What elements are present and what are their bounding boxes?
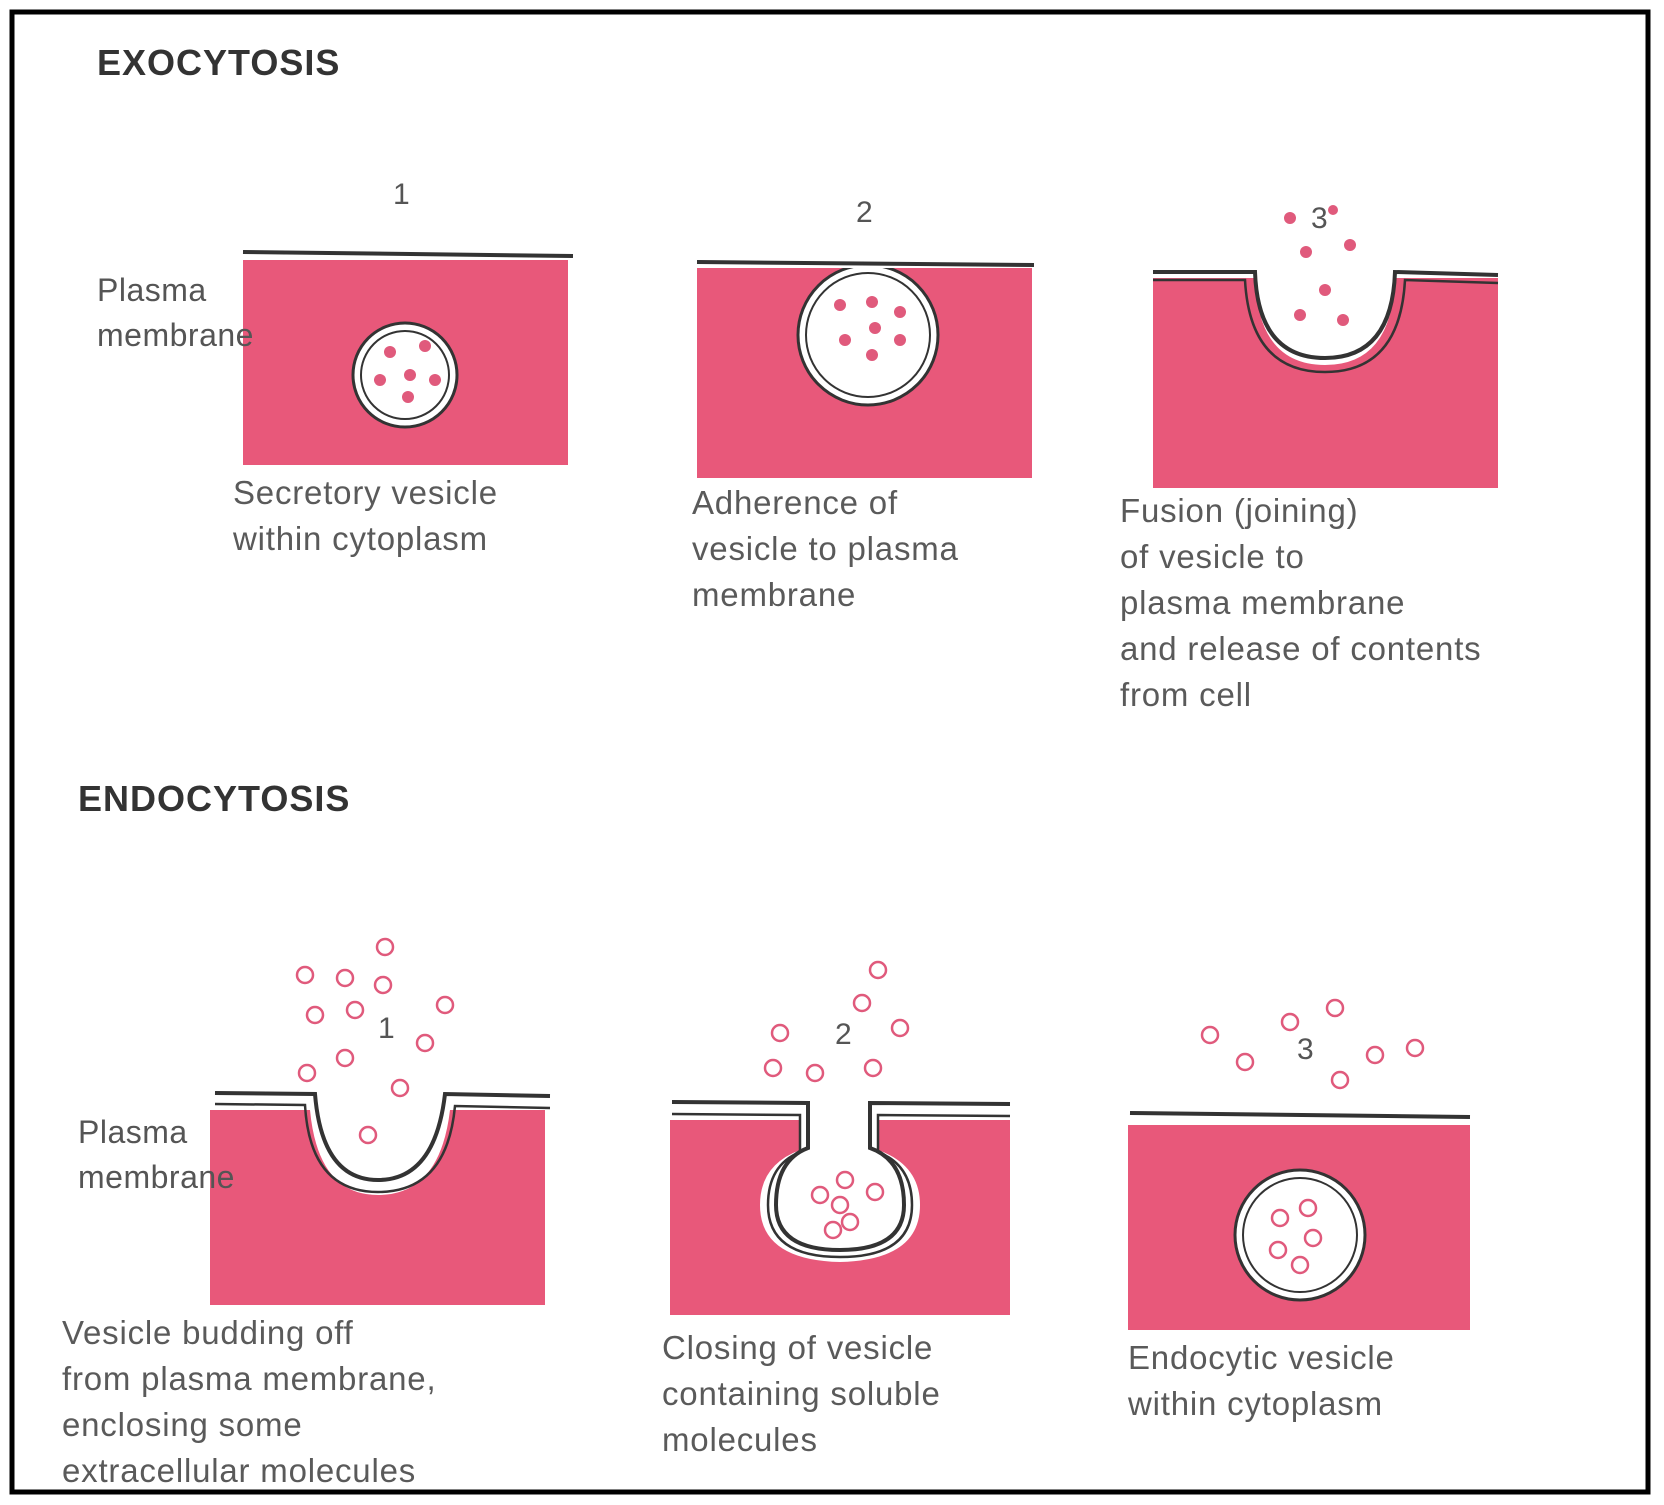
plasma-membrane-line: [242, 250, 574, 258]
cytoplasm-block: [670, 1120, 1010, 1315]
vesicle-membrane: [1242, 1177, 1358, 1293]
plasma-membrane-line: [1153, 269, 1499, 361]
exocytosis-step-1-caption: Secretory vesicle within cytoplasm: [233, 474, 498, 557]
vesicle-contents: [834, 296, 906, 361]
exocytosis-step-1-number: 1: [393, 178, 410, 211]
extracellular-molecules: [1200, 998, 1425, 1090]
budding-membrane: [214, 1102, 551, 1194]
endocytosis-step-2-diagram: [670, 960, 1011, 1315]
endocytosis-step-1-caption: Vesicle budding off from plasma membrane…: [62, 1314, 437, 1489]
plasma-membrane-line: [214, 1091, 551, 1183]
exocytosis-step-2-number: 2: [856, 196, 873, 229]
endocytosis-step-2-caption: Closing of vesicle containing soluble mo…: [662, 1329, 941, 1458]
fused-vesicle-membrane: [1153, 278, 1499, 374]
endocytosis-step-1-number: 1: [378, 1012, 395, 1045]
vesicle-contents: [374, 340, 441, 403]
cytoplasm-block: [1153, 278, 1498, 488]
exocytosis-step-3-caption: Fusion (joining) of vesicle to plasma me…: [1120, 492, 1482, 713]
endocytosis-plasma-membrane-label: Plasma membrane: [78, 1114, 235, 1195]
exocytosis-step-2-caption: Adherence of vesicle to plasma membrane: [692, 484, 959, 613]
endocytosis-step-1-diagram: [210, 937, 551, 1305]
vesicle-membrane: [805, 272, 931, 398]
cytoplasm-block: [210, 1110, 545, 1305]
exocytosis-step-3-number: 3: [1311, 202, 1328, 235]
endocytosis-step-3-caption: Endocytic vesicle within cytoplasm: [1128, 1339, 1395, 1422]
exocytosis-step-3-diagram: [1153, 205, 1499, 488]
plasma-membrane-line: [671, 1100, 1011, 1253]
exocytosis-step-1-diagram: [242, 250, 574, 465]
figure-border: [9, 9, 1651, 1495]
endocytosis-step-3-number: 3: [1297, 1033, 1314, 1066]
extracellular-molecules: [295, 937, 455, 1145]
exocytosis-heading: EXOCYTOSIS: [97, 42, 341, 83]
closing-vesicle-membrane: [671, 1112, 1011, 1259]
plasma-membrane-line: [696, 260, 1035, 267]
endocytosis-step-2-number: 2: [835, 1018, 852, 1051]
soluble-molecules: [763, 960, 910, 1240]
enclosed-molecules: [1268, 1198, 1323, 1275]
endocytosis-step-3-diagram: [1128, 998, 1471, 1330]
plasma-membrane-line: [1129, 1111, 1471, 1119]
exocytosis-step-2-diagram: [696, 260, 1035, 478]
released-molecules: [1284, 205, 1356, 326]
endocytosis-heading: ENDOCYTOSIS: [78, 778, 351, 819]
exocytosis-plasma-membrane-label: Plasma membrane: [97, 272, 254, 353]
